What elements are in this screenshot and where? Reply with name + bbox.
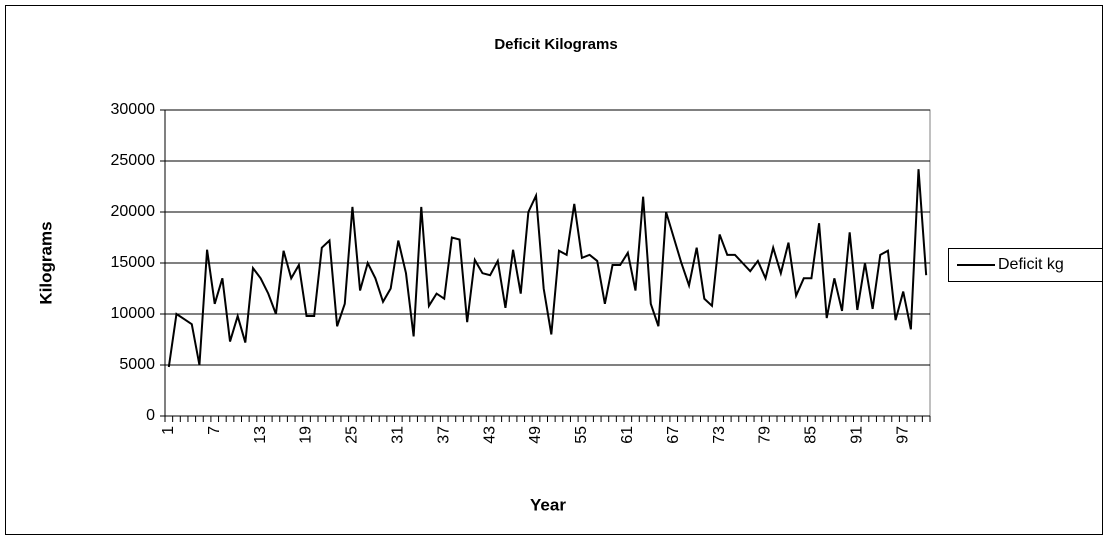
x-tick-label: 91: [849, 426, 866, 444]
y-tick-label: 15000: [111, 254, 156, 271]
x-tick-label: 7: [206, 426, 223, 435]
x-tick-label: 55: [573, 426, 590, 444]
x-tick-label: 49: [527, 426, 544, 444]
x-tick-label: 25: [344, 426, 361, 444]
y-tick-label: 0: [146, 407, 155, 424]
y-tick-label: 10000: [111, 305, 156, 322]
chart-title: Deficit Kilograms: [494, 36, 617, 53]
x-tick-label: 79: [757, 426, 774, 444]
y-tick-label: 25000: [111, 152, 156, 169]
data-line: [167, 169, 928, 368]
y-tick-label: 5000: [119, 356, 155, 373]
legend-label: Deficit kg: [998, 256, 1064, 273]
y-tick-label: 30000: [111, 101, 156, 118]
x-tick-label: 73: [711, 426, 728, 444]
x-tick-label: 97: [894, 426, 911, 444]
x-tick-label: 1: [160, 426, 177, 435]
x-tick-label: 43: [481, 426, 498, 444]
y-tick-label: 20000: [111, 203, 156, 220]
x-tick-label: 85: [803, 426, 820, 444]
x-tick-label: 37: [435, 426, 452, 444]
x-tick-label: 31: [390, 426, 407, 444]
x-tick-label: 67: [665, 426, 682, 444]
x-tick-label: 61: [619, 426, 636, 444]
y-axis-label: Kilograms: [36, 221, 55, 304]
x-axis-label: Year: [530, 495, 566, 514]
x-tick-label: 19: [298, 426, 315, 444]
x-tick-label: 13: [252, 426, 269, 444]
